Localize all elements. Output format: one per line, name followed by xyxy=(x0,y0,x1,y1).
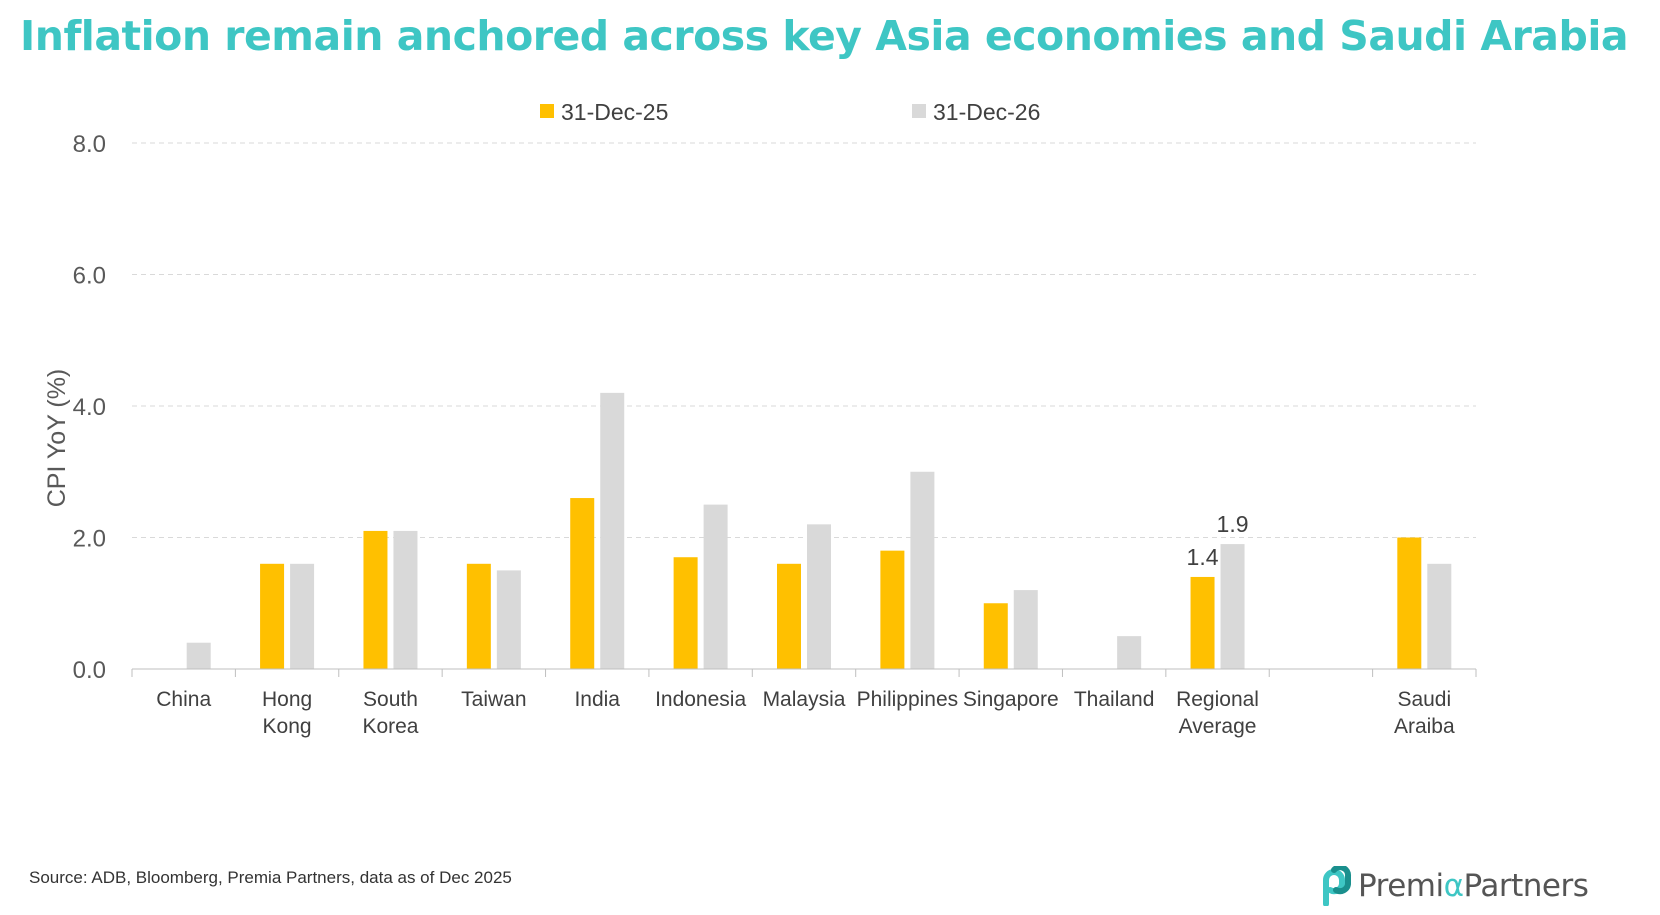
bar-dec25 xyxy=(983,603,1008,669)
bar-dec25 xyxy=(466,563,491,669)
x-tick-label: Hong Kong xyxy=(262,688,312,738)
bar-dec25 xyxy=(570,498,595,669)
y-tick-label: 6.0 xyxy=(73,263,106,290)
data-label: 1.4 xyxy=(1187,544,1219,570)
x-tick-label: Philippines xyxy=(857,688,959,711)
gridlines xyxy=(132,142,1476,538)
bar-dec26 xyxy=(1427,563,1452,669)
bar-dec26 xyxy=(1220,544,1245,669)
x-axis xyxy=(131,668,1477,677)
y-tick-label: 8.0 xyxy=(73,131,106,158)
x-tick-label: Singapore xyxy=(963,688,1059,711)
chart-title: Inflation remain anchored across key Asi… xyxy=(20,12,1629,60)
x-axis-labels: China Hong Kong South Korea Taiwan India Indone… xyxy=(156,688,1455,738)
bar-dec26 xyxy=(393,530,418,669)
bar-dec26 xyxy=(703,504,728,669)
legend-swatch xyxy=(540,104,554,118)
x-tick-label: China xyxy=(156,688,211,711)
x-tick-label: Saudi Araiba xyxy=(1394,688,1455,738)
data-label: 1.9 xyxy=(1217,511,1249,537)
bar-dec26 xyxy=(807,524,831,669)
bars xyxy=(186,392,1452,669)
bar-dec26 xyxy=(186,642,211,669)
premia-partners-logo: PremiαPartners xyxy=(1318,864,1589,908)
x-tick-label: Taiwan xyxy=(461,688,526,711)
bar-dec25 xyxy=(1190,576,1215,669)
bar-dec26 xyxy=(600,392,625,669)
y-axis-ticks: 0.0 2.0 4.0 6.0 8.0 xyxy=(73,131,106,684)
legend-label: 31-Dec-26 xyxy=(933,99,1040,125)
y-tick-label: 0.0 xyxy=(73,657,106,684)
data-labels: 1.41.9 xyxy=(1187,511,1249,570)
bar-dec25 xyxy=(363,530,388,669)
x-tick-label: Thailand xyxy=(1074,688,1155,711)
x-tick-label: Indonesia xyxy=(655,688,746,711)
bar-dec25 xyxy=(880,550,905,669)
logo-text: PremiαPartners xyxy=(1358,868,1589,904)
x-tick-label: Malaysia xyxy=(763,688,846,711)
legend-label: 31-Dec-25 xyxy=(561,99,668,125)
bar-dec25 xyxy=(260,563,285,669)
bar-dec25 xyxy=(673,557,698,669)
bar-dec26 xyxy=(910,471,935,669)
premia-logo-icon xyxy=(1323,866,1351,906)
y-tick-label: 4.0 xyxy=(73,394,106,421)
x-tick-label: Regional Average xyxy=(1176,688,1259,738)
source-note: Source: ADB, Bloomberg, Premia Partners,… xyxy=(29,868,512,887)
bar-dec25 xyxy=(1397,537,1422,669)
bar-dec26 xyxy=(1013,590,1038,669)
legend: 31-Dec-25 31-Dec-26 xyxy=(540,99,1040,125)
x-tick-label: South Korea xyxy=(362,688,418,738)
bar-dec25 xyxy=(777,563,801,669)
bar-dec26 xyxy=(496,570,521,669)
x-tick-label: India xyxy=(574,688,620,711)
y-axis-label: CPI YoY (%) xyxy=(43,369,71,508)
bar-dec26 xyxy=(1117,636,1142,669)
legend-swatch xyxy=(912,104,926,118)
bar-dec26 xyxy=(290,563,315,669)
y-tick-label: 2.0 xyxy=(73,526,106,553)
